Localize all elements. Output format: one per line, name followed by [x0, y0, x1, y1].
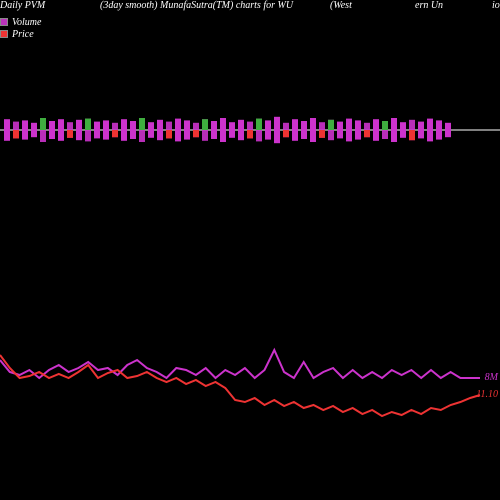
chart-root: Daily PVM(3day smooth) MunafaSutra(TM) c…: [0, 0, 500, 500]
price-line: [0, 355, 480, 416]
price-volume-line-chart: [0, 0, 500, 500]
series-end-label: 11.10: [476, 389, 498, 400]
series-end-label: 8M: [485, 372, 498, 383]
volume-line: [0, 350, 480, 378]
